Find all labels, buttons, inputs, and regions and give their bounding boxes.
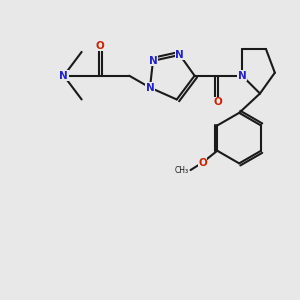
Text: CH₃: CH₃ xyxy=(175,166,189,175)
Text: N: N xyxy=(175,50,184,60)
Text: O: O xyxy=(198,158,207,168)
Text: O: O xyxy=(214,98,223,107)
Text: N: N xyxy=(59,71,68,81)
Text: O: O xyxy=(95,41,104,51)
Text: N: N xyxy=(238,71,247,81)
Text: N: N xyxy=(146,82,154,93)
Text: N: N xyxy=(148,56,157,66)
